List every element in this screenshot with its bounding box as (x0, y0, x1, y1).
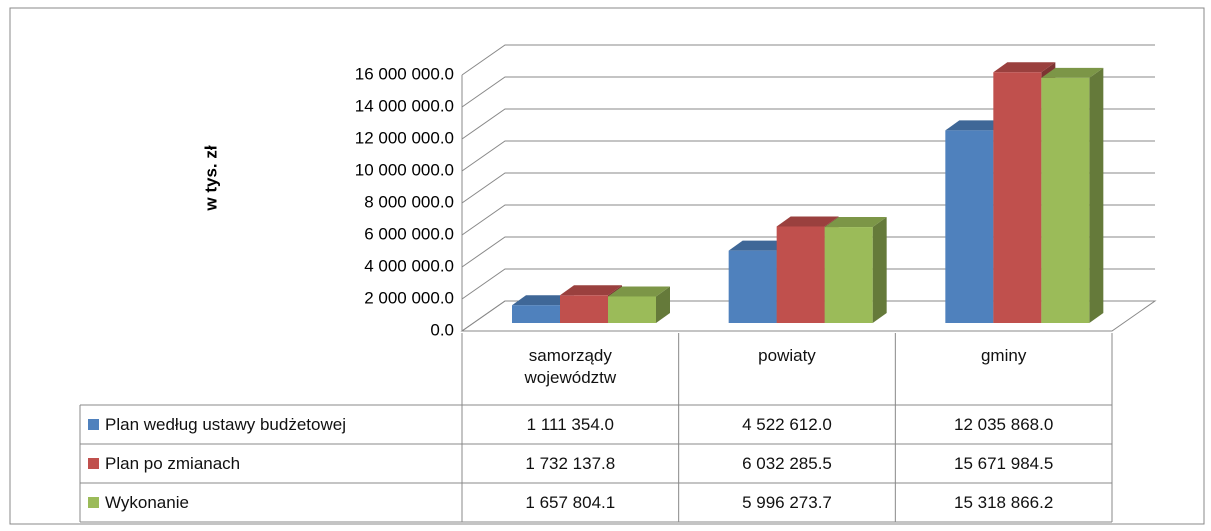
legend-entry: Wykonanie (80, 483, 462, 522)
grid-line (461, 140, 1155, 172)
bar-top (776, 216, 839, 227)
table-value: 1 111 354.0 (526, 414, 614, 434)
grid-line (461, 108, 1155, 140)
table-value: 1 732 137.8 (525, 453, 616, 473)
bar-side (656, 286, 670, 323)
table-value: 4 522 612.0 (742, 414, 832, 434)
legend-label: Plan po zmianach (105, 453, 241, 473)
bar-top (728, 240, 791, 251)
bar-side (1089, 67, 1104, 324)
grid-line (461, 76, 1155, 108)
bar (512, 305, 560, 323)
legend-label: Wykonanie (105, 492, 189, 512)
bar-top (1041, 67, 1104, 78)
table-value: 6 032 285.5 (742, 453, 832, 473)
bar (608, 296, 656, 323)
bar (776, 226, 825, 323)
category-text: gminy (980, 346, 1027, 365)
grid-line (461, 268, 1155, 300)
table-value: 12 035 868.0 (954, 414, 1054, 434)
category-text: samorządy województw (524, 346, 617, 387)
category-label: samorządy województw (462, 333, 679, 405)
bar-top (945, 120, 1008, 131)
bar (824, 227, 873, 323)
table-value: 15 671 984.5 (954, 453, 1054, 473)
y-axis-title: w tys. zł (201, 145, 220, 211)
category-label: gminy (895, 333, 1112, 405)
y-tick-label: 0.0 (430, 320, 454, 339)
y-tick-label: 8 000 000.0 (364, 192, 454, 211)
bar (560, 295, 608, 323)
y-tick-label: 2 000 000.0 (364, 288, 454, 307)
bar-top (560, 285, 622, 296)
y-tick-label: 6 000 000.0 (364, 224, 454, 243)
legend-label: Plan według ustawy budżetowej (105, 414, 346, 434)
bar-top (512, 295, 574, 306)
grid-line (461, 44, 1155, 76)
legend-swatch (88, 497, 99, 508)
y-tick-label: 12 000 000.0 (355, 128, 454, 147)
bar-side (872, 217, 887, 323)
y-tick-label: 4 000 000.0 (364, 256, 454, 275)
table-value: 5 996 273.7 (742, 492, 832, 512)
grid-line (461, 172, 1155, 204)
bar (1041, 77, 1090, 324)
y-tick-label: 16 000 000.0 (355, 64, 454, 83)
grid-line (461, 204, 1155, 236)
y-tick-label: 10 000 000.0 (355, 160, 454, 179)
table-value: 1 657 804.1 (525, 492, 616, 512)
legend-entry: Plan według ustawy budżetowej (80, 405, 462, 444)
bar (728, 250, 777, 323)
y-tick-label: 14 000 000.0 (355, 96, 454, 115)
bar (945, 130, 994, 323)
category-label: powiaty (679, 333, 896, 405)
legend-swatch (88, 458, 99, 469)
legend-swatch (88, 419, 99, 430)
bar-top (608, 286, 670, 297)
grid-line (461, 236, 1155, 268)
table-value: 15 318 866.2 (954, 492, 1054, 512)
category-text: powiaty (758, 346, 816, 365)
grid-line (461, 300, 1155, 332)
bar-top (824, 217, 887, 228)
bar (993, 72, 1042, 323)
bar-top (993, 62, 1056, 73)
legend-entry: Plan po zmianach (80, 444, 462, 483)
